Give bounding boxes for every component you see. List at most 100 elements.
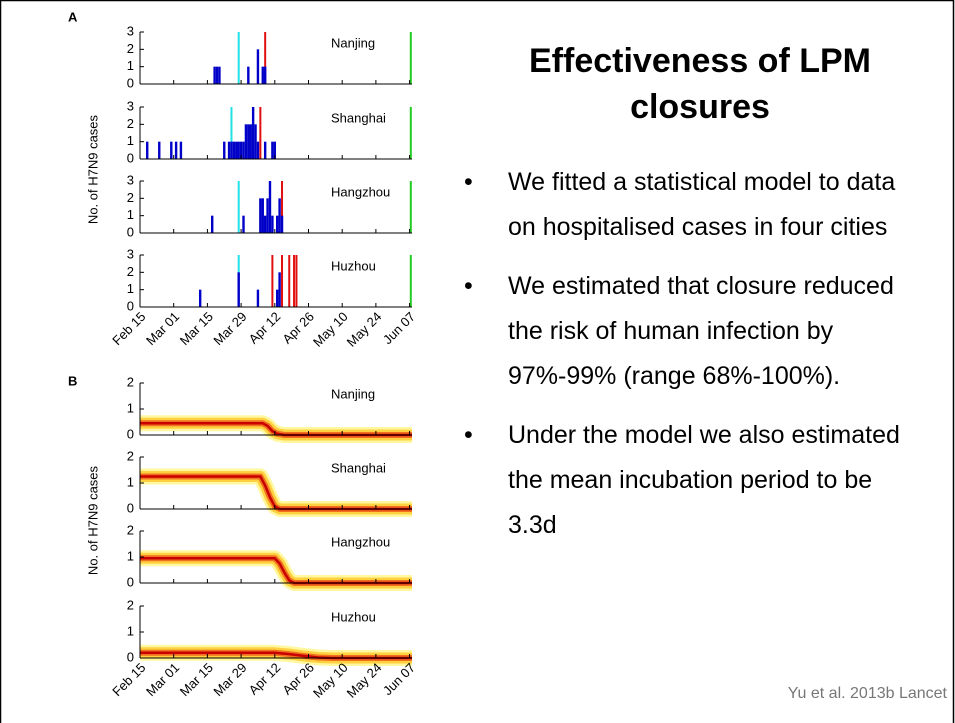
bar xyxy=(213,66,216,84)
subplot-title: Huzhou xyxy=(331,258,376,273)
subplot-title: Huzhou xyxy=(331,609,376,624)
x-tick-label: May 10 xyxy=(310,309,351,350)
x-tick-label: Feb 15 xyxy=(109,309,148,348)
bar xyxy=(198,289,202,307)
bar xyxy=(247,124,250,159)
bullet: Under the model we also estimated the me… xyxy=(460,413,903,548)
y-tick-label: 0 xyxy=(127,75,134,90)
bar xyxy=(256,141,260,159)
x-tick-label: Mar 29 xyxy=(210,309,249,348)
bar xyxy=(211,215,214,233)
bar xyxy=(273,141,276,159)
panel-label: B xyxy=(68,373,77,388)
x-tick-label: Mar 01 xyxy=(143,309,182,348)
bar xyxy=(261,198,264,233)
bar xyxy=(280,215,284,233)
bar xyxy=(263,141,267,159)
bar xyxy=(239,141,243,159)
subplot-title: Shanghai xyxy=(331,110,386,125)
y-tick-label: 0 xyxy=(127,574,134,589)
y-tick-label: 1 xyxy=(127,133,134,148)
y-tick-label: 0 xyxy=(127,150,134,165)
y-tick-label: 1 xyxy=(127,548,134,563)
bar xyxy=(215,66,219,84)
bullet-list: We fitted a statistical model to data on… xyxy=(460,160,900,562)
y-tick-label: 1 xyxy=(127,400,134,415)
y-tick-label: 3 xyxy=(127,172,134,187)
bar xyxy=(227,141,231,159)
subplot-title: Shanghai xyxy=(331,460,386,475)
x-tick-label: Apr 12 xyxy=(246,660,284,698)
bar xyxy=(256,289,260,307)
bar xyxy=(247,66,250,84)
subplot-title: Hangzhou xyxy=(331,534,390,549)
bar xyxy=(251,107,255,159)
bar xyxy=(266,198,269,233)
bar xyxy=(158,141,161,159)
y-tick-label: 2 xyxy=(127,597,134,612)
x-tick-label: Mar 29 xyxy=(210,660,249,699)
bar xyxy=(170,141,173,159)
bar xyxy=(261,66,264,84)
x-tick-label: May 24 xyxy=(344,660,385,701)
citation: Yu et al. 2013b Lancet xyxy=(787,685,947,702)
bar xyxy=(263,215,267,233)
x-tick-label: Mar 15 xyxy=(177,660,216,699)
x-tick-label: Mar 15 xyxy=(177,309,216,348)
y-tick-label: 0 xyxy=(127,426,134,441)
bar xyxy=(146,141,149,159)
bar xyxy=(249,124,252,159)
x-tick-label: Feb 15 xyxy=(109,660,148,699)
y-axis-label: No. of H7N9 cases xyxy=(85,465,100,575)
bar xyxy=(256,49,260,84)
bar xyxy=(237,272,240,307)
y-tick-label: 2 xyxy=(127,190,134,205)
y-tick-label: 2 xyxy=(127,116,134,131)
bullet: We fitted a statistical model to data on… xyxy=(460,160,903,250)
bullet: We estimated that closure reduced the ri… xyxy=(460,264,903,399)
bar xyxy=(278,198,281,233)
y-tick-label: 0 xyxy=(127,224,134,239)
bar xyxy=(179,141,183,159)
bar xyxy=(242,141,245,159)
panel-label: A xyxy=(68,9,78,24)
y-tick-label: 1 xyxy=(127,474,134,489)
bar xyxy=(232,141,236,159)
x-tick-label: Jun 07 xyxy=(380,309,418,347)
y-axis-label: No. of H7N9 cases xyxy=(85,114,100,224)
y-tick-label: 1 xyxy=(127,281,134,296)
bar xyxy=(223,141,226,159)
x-tick-label: May 10 xyxy=(310,660,351,701)
bar xyxy=(259,198,262,233)
bar xyxy=(174,141,178,159)
bar xyxy=(230,141,233,159)
y-tick-label: 2 xyxy=(127,374,134,389)
subplot-title: Hangzhou xyxy=(331,184,390,199)
y-tick-label: 0 xyxy=(127,649,134,664)
bar xyxy=(242,215,245,233)
bar xyxy=(271,141,274,159)
x-tick-label: Apr 12 xyxy=(246,309,284,347)
bar xyxy=(278,272,281,307)
y-tick-label: 0 xyxy=(127,500,134,515)
y-tick-label: 2 xyxy=(127,522,134,537)
bar xyxy=(268,181,272,233)
bar xyxy=(276,289,279,307)
slide-title: Effectiveness of LPM closures xyxy=(529,42,871,126)
y-tick-label: 2 xyxy=(127,448,134,463)
x-tick-label: Mar 01 xyxy=(143,660,182,699)
y-tick-label: 3 xyxy=(127,98,134,113)
y-tick-label: 2 xyxy=(127,41,134,56)
y-tick-label: 1 xyxy=(127,623,134,638)
x-tick-label: May 24 xyxy=(344,309,385,350)
y-tick-label: 2 xyxy=(127,264,134,279)
y-tick-label: 3 xyxy=(127,246,134,261)
bar xyxy=(254,124,257,159)
y-tick-label: 3 xyxy=(127,23,134,38)
bar xyxy=(263,66,267,84)
y-tick-label: 1 xyxy=(127,207,134,222)
bar xyxy=(235,141,238,159)
